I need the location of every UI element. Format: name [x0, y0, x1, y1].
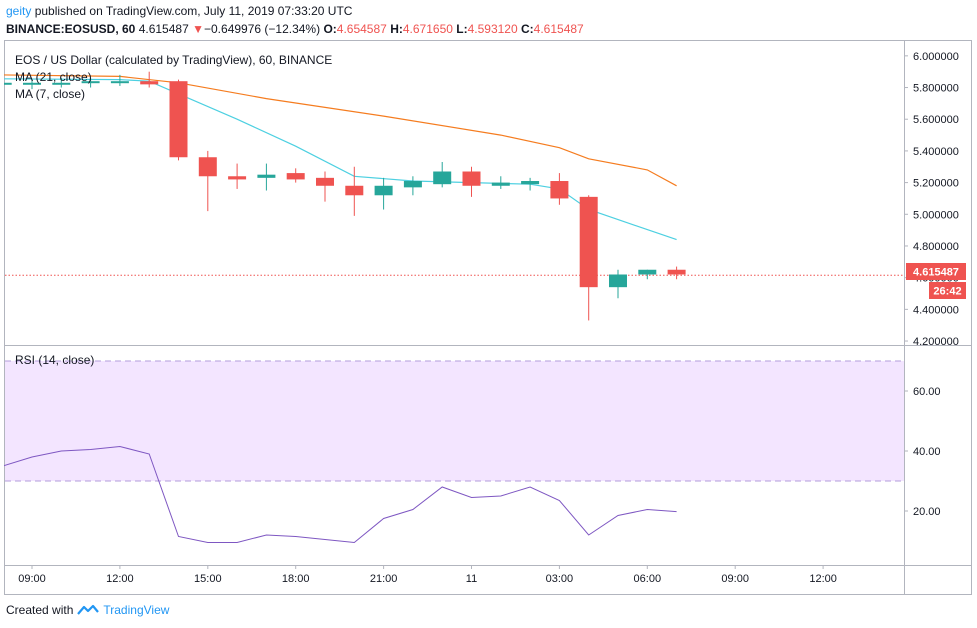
price-badges: 4.615487 26:42 [906, 263, 966, 299]
created-with-text: Created with [6, 603, 74, 617]
price-tick-label: 5.800000 [913, 83, 959, 95]
candle-body [345, 185, 364, 196]
time-axis: 09:00 12:00 15:00 18:00 21:00 11 03:00 06:00 09:… [18, 565, 837, 585]
ma7-series [4, 78, 677, 241]
last-price-badge-text: 4.615487 [913, 267, 959, 279]
candle-body [316, 177, 334, 186]
price-tick-label: 5.000000 [913, 209, 959, 221]
ma21-series [4, 74, 677, 187]
price-tick-label: 5.600000 [913, 114, 959, 126]
ma21-legend[interactable]: MA (21, close) [15, 70, 92, 84]
time-tick-label: 11 [466, 573, 477, 585]
rsi-tick-label: 20.00 [913, 506, 941, 518]
time-tick-label: 06:00 [634, 573, 662, 585]
open-label: O: [323, 22, 337, 36]
rsi-band [5, 360, 904, 482]
down-arrow-icon: ▼ [192, 22, 204, 36]
rsi-band-fill [5, 361, 904, 481]
close-label: C: [521, 22, 534, 36]
price-tick-label: 4.200000 [913, 336, 959, 348]
candles [4, 71, 686, 321]
rsi-axis: 60.00 40.00 20.00 [904, 386, 941, 518]
ma7-line [4, 78, 677, 241]
price-tick-label: 5.200000 [913, 178, 959, 190]
high-value: 4.671650 [402, 22, 453, 36]
price-tick-label: 5.400000 [913, 146, 959, 158]
candle-body [4, 82, 12, 85]
candle-body [52, 82, 71, 85]
symbol-label: BINANCE:EOSUSD, 60 [6, 22, 136, 36]
candle-body [521, 181, 540, 185]
candle-body [257, 174, 276, 178]
time-tick-label: 15:00 [194, 573, 222, 585]
candle-body [228, 176, 247, 180]
candle-body [286, 173, 305, 180]
time-tick-label: 12:00 [106, 573, 134, 585]
chart-border [4, 40, 972, 595]
time-tick-label: 09:00 [18, 573, 46, 585]
candle-body [579, 196, 598, 288]
candle-body [550, 181, 569, 199]
candle-body [374, 185, 393, 196]
time-tick-label: 18:00 [282, 573, 310, 585]
ma7-legend[interactable]: MA (7, close) [15, 87, 86, 101]
low-value: 4.593120 [467, 22, 518, 36]
chart-title: EOS / US Dollar (calculated by TradingVi… [15, 53, 333, 67]
candle-body [110, 81, 129, 84]
low-label: L: [456, 22, 468, 36]
candle-body [609, 274, 627, 288]
last-price: 4.615487 [138, 22, 189, 36]
rsi-tick-label: 40.00 [913, 446, 941, 458]
last-price-badge [906, 263, 966, 280]
high-label: H: [390, 22, 403, 36]
open-value: 4.654587 [336, 22, 387, 36]
candle-body [491, 182, 510, 186]
price-tick-label: 4.800000 [913, 241, 959, 253]
publish-line: geity published on TradingView.com, July… [6, 4, 352, 18]
chart-canvas[interactable]: 6.000000 5.800000 5.600000 5.400000 5.200000… [4, 40, 972, 595]
footer: Created with TradingView [6, 603, 169, 617]
candle-body [667, 269, 686, 275]
candle-body [462, 171, 481, 186]
price-tick-label: 4.400000 [913, 304, 959, 316]
close-value: 4.615487 [533, 22, 584, 36]
rsi-line [4, 445, 677, 544]
candle-body [198, 157, 217, 177]
candle-body [638, 269, 657, 275]
publish-text: published on TradingView.com, July 11, 2… [34, 4, 353, 18]
tradingview-logo-icon [77, 604, 100, 615]
author-link[interactable]: geity [6, 4, 32, 18]
candle-body [140, 81, 159, 85]
rsi-series [4, 445, 677, 544]
time-tick-label: 21:00 [370, 573, 398, 585]
candle-body [81, 81, 100, 84]
price-tick-label: 6.000000 [913, 51, 959, 63]
time-tick-label: 03:00 [546, 573, 574, 585]
rsi-tick-label: 60.00 [913, 386, 941, 398]
time-tick-label: 09:00 [721, 573, 749, 585]
candle-body [403, 181, 422, 188]
ma21-line [4, 74, 677, 187]
candle-body [169, 81, 188, 158]
countdown-badge [929, 282, 966, 299]
time-tick-label: 12:00 [809, 573, 837, 585]
change-value: −0.649976 (−12.34%) [204, 22, 321, 36]
rsi-legend[interactable]: RSI (14, close) [15, 353, 95, 367]
tradingview-brand[interactable]: TradingView [103, 603, 170, 617]
candle-body [433, 171, 452, 185]
candle-body [23, 82, 41, 85]
countdown-badge-text: 26:42 [933, 286, 961, 298]
ohlc-line: BINANCE:EOSUSD, 60 4.615487 ▼−0.649976 (… [6, 22, 584, 36]
price-axis: 6.000000 5.800000 5.600000 5.400000 5.200000… [904, 51, 959, 348]
